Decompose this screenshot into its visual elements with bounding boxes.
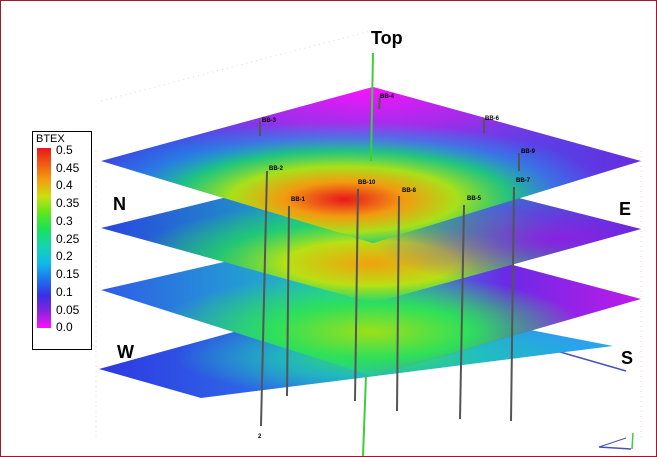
legend-tick-label: 0.0: [56, 320, 73, 335]
btex-legend: BTEX 0.5 0.45 0.4 0.35 0.3 0.25 0.2 0.15 0.1 0.05…: [32, 131, 92, 350]
legend-tick-label: 0.45: [56, 160, 80, 175]
well-line-bb1: [286, 205, 290, 397]
well-line-bb7: [510, 186, 515, 422]
legend-tick-label: 0.05: [56, 302, 80, 317]
legend-title: BTEX: [36, 133, 65, 145]
well-label-bb8: BB-8: [402, 188, 417, 194]
well-line-bb4: [378, 96, 381, 110]
legend-tick-label: 0.15: [56, 267, 80, 282]
well-line-bb5: [459, 204, 465, 420]
well-line-bb10: [354, 188, 359, 402]
axis-green-upper: [370, 52, 374, 162]
well-label-bottom: 2: [258, 434, 262, 440]
orientation-triad: [598, 432, 634, 450]
background-grid: [95, 30, 642, 441]
well-label-bb3: BB-3: [262, 118, 277, 124]
well-label-bb6: BB-6: [485, 116, 500, 122]
well-label-bb2: BB-2: [269, 166, 284, 172]
well-label-bb9: BB-9: [521, 149, 536, 155]
legend-tick-label: 0.3: [56, 213, 73, 228]
label-west: W: [117, 342, 134, 362]
well-label-bb5: BB-5: [467, 196, 482, 202]
well-label-bb4: BB-4: [380, 94, 395, 100]
well-label-bb7: BB-7: [516, 178, 531, 184]
layer-1: [101, 87, 641, 243]
legend-tick-label: 0.1: [56, 284, 73, 299]
legend-tick-label: 0.25: [56, 231, 80, 246]
legend-tick-label: 0.4: [56, 178, 73, 193]
well-lines: [259, 119, 520, 427]
legend-tick-label: 0.2: [56, 249, 73, 264]
axis-green-lower: [362, 375, 367, 456]
legend-tick-label: 0.35: [56, 196, 80, 211]
legend-color-bar: [37, 148, 51, 328]
legend-tick-label: 0.5: [56, 143, 73, 157]
well-label-bb10: BB-10: [358, 180, 376, 186]
well-label-bb1: BB-1: [291, 197, 306, 203]
label-south: S: [621, 348, 634, 368]
well-line-bb8: [396, 195, 400, 412]
label-top: Top: [371, 28, 403, 48]
label-east: E: [619, 199, 632, 219]
label-north: N: [113, 194, 126, 214]
well-line-bb2: [260, 170, 268, 427]
